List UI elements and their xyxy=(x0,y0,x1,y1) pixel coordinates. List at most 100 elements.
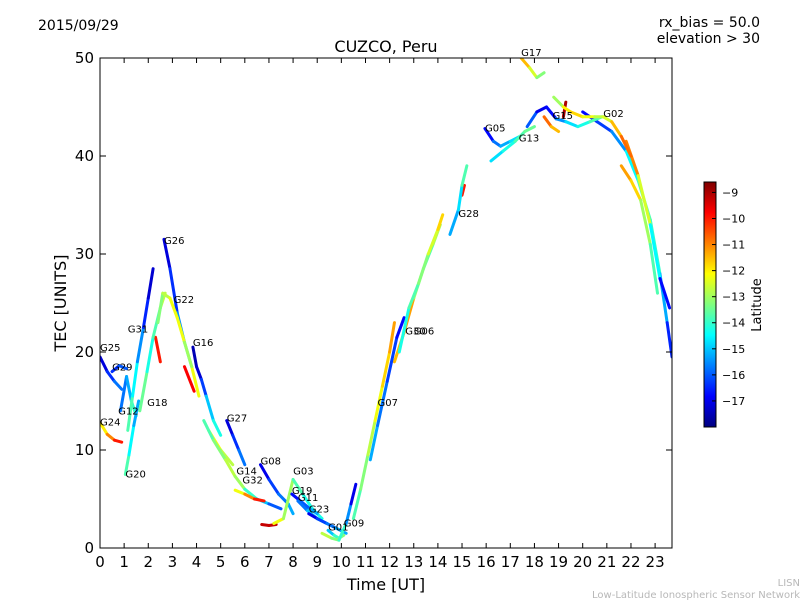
series-g06-segment xyxy=(407,281,421,310)
series-g23-segment xyxy=(325,522,339,530)
x-tick-label: 9 xyxy=(312,553,322,571)
tec-trail-segment xyxy=(154,335,162,364)
series-g05-segment xyxy=(499,139,512,148)
tec-trail-segment xyxy=(460,183,466,197)
series-g24-segment xyxy=(105,432,116,442)
x-axis-ticks: 0 1 2 3 4 5 6 7 8 9 10 11 12 13 14 15 16 17 18 19 20 21 22 23 xyxy=(95,58,665,571)
tec-trail-10 xyxy=(182,365,196,393)
tec-trail-segment xyxy=(629,179,643,202)
tec-trail-segment xyxy=(542,115,553,129)
y-tick-label: 50 xyxy=(75,49,94,67)
x-tick-label: 0 xyxy=(95,553,105,571)
satellite-label-g31: G31 xyxy=(128,324,148,335)
satellite-label-g03: G03 xyxy=(293,467,313,478)
colorbar-label: Latitude xyxy=(750,278,765,332)
satellite-label-g05: G05 xyxy=(485,124,505,135)
series-g02-segment xyxy=(552,95,565,109)
series-g16-segment xyxy=(204,394,215,423)
series-g06-segment xyxy=(397,306,411,354)
series-g20 xyxy=(123,399,141,476)
series-g06-segment xyxy=(426,228,440,256)
series-g14-segment xyxy=(202,419,215,442)
y-tick-label: 20 xyxy=(75,343,94,361)
satellite-label-g08: G08 xyxy=(260,457,280,468)
tec-trail-segment xyxy=(619,164,633,182)
series-g07-segment xyxy=(366,419,377,457)
y-tick-label: 40 xyxy=(75,147,94,165)
series-g07-segment xyxy=(373,384,384,423)
series-g08-segment xyxy=(258,463,271,481)
series-g06-segment xyxy=(436,213,445,231)
colorbar-tick-label: −16 xyxy=(722,369,745,382)
tec-trail-segment xyxy=(658,277,672,310)
x-tick-label: 10 xyxy=(332,553,351,571)
series-g07 xyxy=(351,321,396,521)
tec-trail-segment xyxy=(549,125,561,133)
x-tick-label: 5 xyxy=(216,553,226,571)
series-g13-segment xyxy=(489,149,505,163)
series-g27-segment xyxy=(231,433,241,452)
series-g02-segment xyxy=(601,115,614,124)
satellite-label-g12: G12 xyxy=(118,407,138,418)
series-g31-segment xyxy=(141,296,150,329)
series-g06 xyxy=(397,213,445,354)
rx-bias-label: rx_bias = 50.0 xyxy=(659,15,760,31)
series-g13-segment xyxy=(523,125,536,133)
series-g15-segment xyxy=(535,105,548,114)
colorbar-tick-label: −12 xyxy=(722,265,745,278)
satellite-label-g22: G22 xyxy=(174,295,194,306)
series-g30-segment xyxy=(395,316,406,339)
series-g28-segment xyxy=(456,183,464,212)
colorbar-tick-label: −14 xyxy=(722,317,745,330)
series-g15-segment xyxy=(576,120,592,129)
satellite-label-g07: G07 xyxy=(378,398,398,409)
series-g16 xyxy=(191,345,223,437)
colorbar xyxy=(703,181,717,428)
elevation-label: elevation > 30 xyxy=(657,31,760,47)
series-g30-segment xyxy=(385,335,399,383)
x-tick-label: 15 xyxy=(452,553,471,571)
series-g20-segment xyxy=(132,399,141,427)
colorbar-tick-label: −11 xyxy=(722,239,745,252)
series-g18-segment xyxy=(138,370,149,413)
series-g14-segment xyxy=(233,474,247,491)
series-g09-segment xyxy=(349,482,358,506)
series-g26-segment xyxy=(168,267,179,315)
series-g07-segment xyxy=(388,321,396,354)
satellite-label-g14: G14 xyxy=(236,467,256,478)
tec-trail-segment xyxy=(648,242,660,295)
colorbar-tick-label: −15 xyxy=(722,343,745,356)
tec-trail-segment xyxy=(639,198,652,246)
satellite-label-g15: G15 xyxy=(553,111,573,122)
series-g06-segment xyxy=(417,252,430,285)
plot-frame xyxy=(99,57,673,549)
x-tick-label: 11 xyxy=(356,553,375,571)
x-axis-label: Time [UT] xyxy=(346,575,425,594)
satellite-label-g28: G28 xyxy=(458,209,478,220)
series-g18-segment xyxy=(145,335,155,374)
credit-network: Low-Latitude Ionospheric Sensor Network xyxy=(592,590,800,600)
series-g17-segment xyxy=(519,58,532,70)
series-g12-segment xyxy=(125,375,133,403)
series-g31-segment xyxy=(131,360,139,398)
series-g16-segment xyxy=(211,419,223,437)
series-g13 xyxy=(489,125,536,163)
series-g27-segment xyxy=(225,419,235,437)
series-g15-segment xyxy=(525,110,539,129)
series-g26-segment xyxy=(162,237,172,271)
series-g28 xyxy=(448,164,469,236)
series-g29 xyxy=(110,364,129,374)
series-g20-segment xyxy=(123,453,131,476)
x-tick-label: 1 xyxy=(119,553,129,571)
series-g26 xyxy=(162,237,201,398)
x-tick-label: 7 xyxy=(264,553,274,571)
series-g09 xyxy=(320,482,358,542)
series-g28-segment xyxy=(460,164,469,187)
series-g29-segment xyxy=(110,364,121,374)
series-g17-segment xyxy=(535,71,546,80)
series-g25-segment xyxy=(105,370,116,383)
satellite-label-g17: G17 xyxy=(521,48,541,59)
colorbar-tick-label: −10 xyxy=(722,212,745,225)
series-g31 xyxy=(126,267,155,432)
